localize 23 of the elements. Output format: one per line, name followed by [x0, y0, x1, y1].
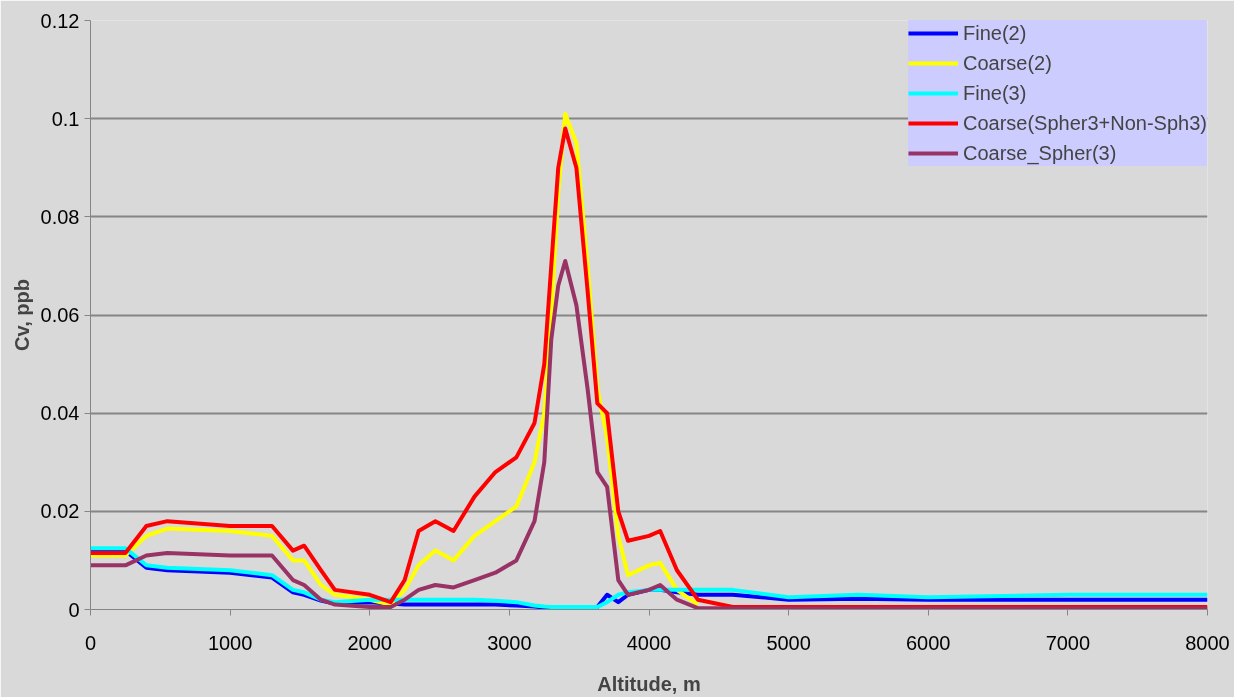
x-tick-label: 1000: [207, 631, 253, 654]
legend-label: Coarse(2): [962, 50, 1052, 76]
y-tick-label: 0.06: [40, 304, 80, 326]
legend-label: Coarse_Spher(3): [962, 140, 1117, 166]
x-tick-label: 7000: [1045, 631, 1091, 654]
x-tick-label: 4000: [626, 631, 672, 654]
legend-label: Fine(3): [962, 80, 1027, 106]
legend-label: Coarse(Spher3+Non-Sph3): [962, 110, 1207, 136]
x-tick-label: 8000: [1185, 631, 1230, 654]
y-tick-label: 0.1: [51, 107, 80, 130]
y-tick-label: 0.02: [40, 500, 80, 523]
x-tick-label: 3000: [487, 631, 532, 654]
y-tick-label: 0.12: [40, 9, 80, 32]
y-tick-label: 0.08: [40, 205, 80, 228]
x-tick-label: 5000: [766, 631, 811, 654]
y-axis-title: Cv, ppb: [10, 279, 33, 351]
y-tick-label: 0.04: [40, 402, 80, 425]
x-axis-title: Altitude, m: [597, 672, 701, 695]
y-tick-label: 0: [68, 598, 80, 621]
x-tick-label: 2000: [347, 631, 392, 654]
legend-label: Fine(2): [962, 20, 1027, 46]
x-tick-label: 0: [84, 631, 97, 654]
x-tick-label: 6000: [906, 631, 951, 654]
